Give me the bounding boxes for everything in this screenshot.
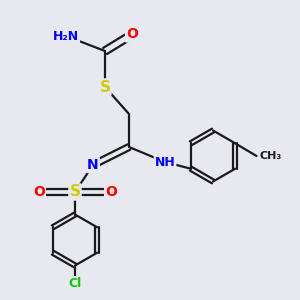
Text: O: O — [105, 185, 117, 199]
Text: O: O — [33, 185, 45, 199]
Text: H₂N: H₂N — [53, 29, 79, 43]
Text: N: N — [87, 158, 99, 172]
Text: NH: NH — [154, 155, 176, 169]
Text: S: S — [70, 184, 80, 200]
Text: O: O — [126, 28, 138, 41]
Text: CH₃: CH₃ — [260, 151, 282, 161]
Text: S: S — [100, 80, 110, 94]
Text: Cl: Cl — [68, 277, 82, 290]
